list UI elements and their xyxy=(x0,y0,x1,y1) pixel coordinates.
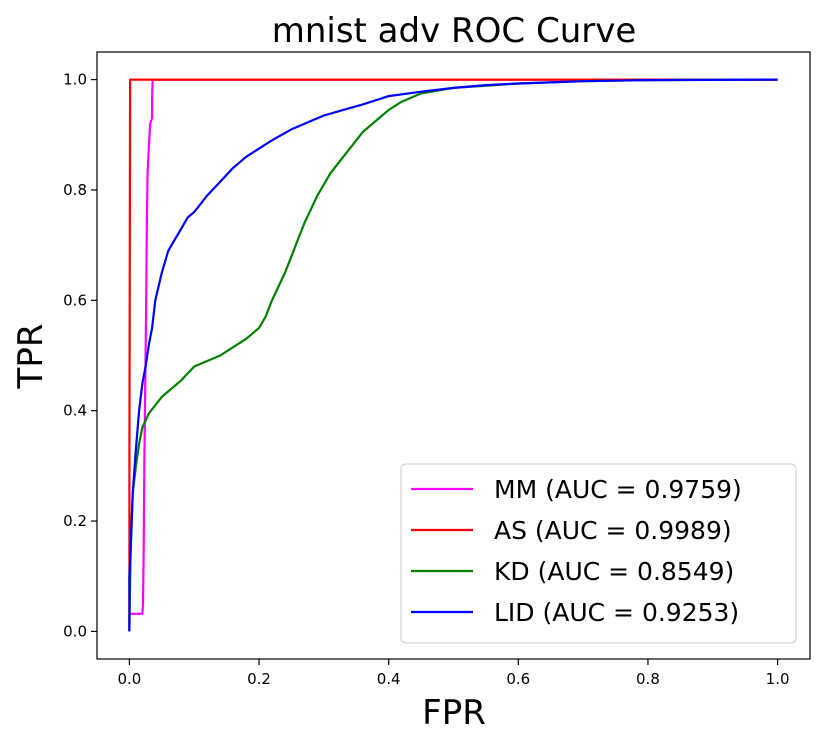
y-axis-ticks: 0.0 0.2 0.4 0.6 0.8 1.0 xyxy=(63,71,97,640)
legend-label-4: LID (AUC = 0.9253) xyxy=(494,598,739,627)
series-line-4 xyxy=(128,78,778,632)
y-tick-label: 1.0 xyxy=(63,71,87,89)
y-axis-label: TPR xyxy=(11,324,51,390)
y-tick-label: 0.2 xyxy=(63,512,87,530)
legend: MM (AUC = 0.9759) AS (AUC = 0.9989) KD (AU… xyxy=(400,463,797,644)
x-tick-label: 0.2 xyxy=(247,670,271,688)
y-tick-label: 0.8 xyxy=(63,181,87,199)
series-layer xyxy=(128,78,778,632)
legend-label-1: MM (AUC = 0.9759) xyxy=(494,475,742,504)
x-axis-label: FPR xyxy=(422,693,486,733)
legend-label-2: AS (AUC = 0.9989) xyxy=(494,516,732,545)
x-axis-ticks: 0.0 0.2 0.4 0.6 0.8 1.0 xyxy=(117,659,790,688)
x-tick-label: 1.0 xyxy=(766,670,790,688)
x-tick-label: 0.0 xyxy=(117,670,141,688)
y-tick-label: 0.0 xyxy=(63,622,87,640)
series-line-2 xyxy=(128,78,778,632)
x-tick-label: 0.8 xyxy=(636,670,660,688)
chart-title: mnist adv ROC Curve xyxy=(272,11,637,51)
series-line-1 xyxy=(128,78,778,632)
y-tick-label: 0.4 xyxy=(63,402,87,420)
x-tick-label: 0.4 xyxy=(377,670,401,688)
legend-label-3: KD (AUC = 0.8549) xyxy=(494,557,734,586)
series-line-3 xyxy=(128,78,778,632)
y-tick-label: 0.6 xyxy=(63,291,87,309)
legend-box xyxy=(400,463,797,644)
x-tick-label: 0.6 xyxy=(506,670,530,688)
